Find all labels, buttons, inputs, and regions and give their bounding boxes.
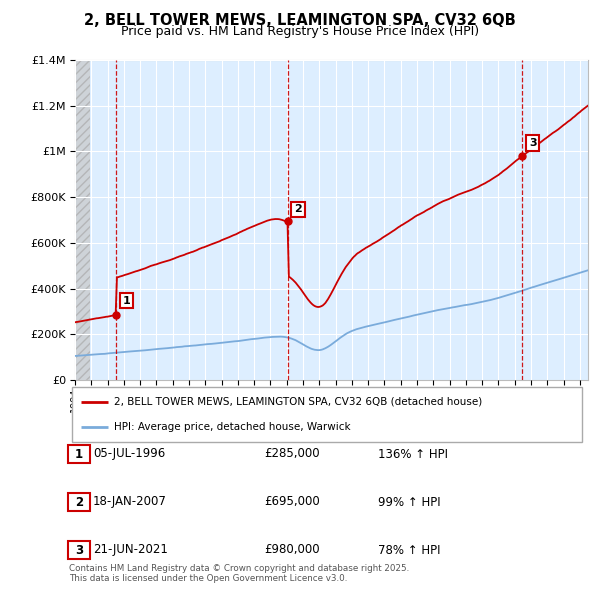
Text: 05-JUL-1996: 05-JUL-1996 (93, 447, 165, 461)
Text: Contains HM Land Registry data © Crown copyright and database right 2025.
This d: Contains HM Land Registry data © Crown c… (69, 563, 409, 583)
Text: 78% ↑ HPI: 78% ↑ HPI (378, 543, 440, 556)
Text: 3: 3 (75, 543, 83, 556)
Bar (75, 60, 90, 380)
Text: £285,000: £285,000 (264, 447, 320, 461)
Text: 136% ↑ HPI: 136% ↑ HPI (378, 447, 448, 461)
Text: £695,000: £695,000 (264, 496, 320, 509)
Text: Price paid vs. HM Land Registry's House Price Index (HPI): Price paid vs. HM Land Registry's House … (121, 25, 479, 38)
Text: 1: 1 (75, 447, 83, 461)
Text: 21-JUN-2021: 21-JUN-2021 (93, 543, 168, 556)
Text: 1: 1 (122, 296, 130, 306)
Text: 18-JAN-2007: 18-JAN-2007 (93, 496, 167, 509)
Text: 99% ↑ HPI: 99% ↑ HPI (378, 496, 440, 509)
Text: 3: 3 (529, 138, 536, 148)
Text: 2, BELL TOWER MEWS, LEAMINGTON SPA, CV32 6QB (detached house): 2, BELL TOWER MEWS, LEAMINGTON SPA, CV32… (114, 397, 482, 407)
Text: 2, BELL TOWER MEWS, LEAMINGTON SPA, CV32 6QB: 2, BELL TOWER MEWS, LEAMINGTON SPA, CV32… (84, 13, 516, 28)
Text: 2: 2 (294, 204, 302, 214)
Text: £980,000: £980,000 (264, 543, 320, 556)
Text: 2: 2 (75, 496, 83, 509)
Text: HPI: Average price, detached house, Warwick: HPI: Average price, detached house, Warw… (114, 422, 350, 432)
